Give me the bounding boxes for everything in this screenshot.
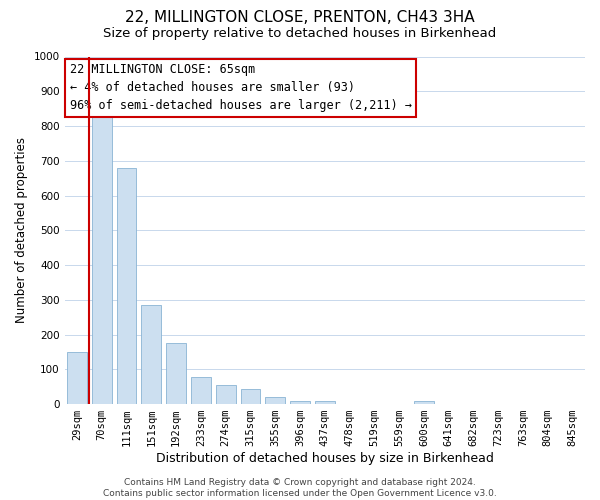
Bar — [241, 389, 260, 404]
Bar — [92, 118, 112, 404]
Bar — [414, 400, 434, 404]
Text: 22 MILLINGTON CLOSE: 65sqm
← 4% of detached houses are smaller (93)
96% of semi-: 22 MILLINGTON CLOSE: 65sqm ← 4% of detac… — [70, 64, 412, 112]
Bar — [315, 400, 335, 404]
Bar — [67, 352, 87, 404]
Y-axis label: Number of detached properties: Number of detached properties — [15, 138, 28, 324]
Text: Size of property relative to detached houses in Birkenhead: Size of property relative to detached ho… — [103, 28, 497, 40]
Text: Contains HM Land Registry data © Crown copyright and database right 2024.
Contai: Contains HM Land Registry data © Crown c… — [103, 478, 497, 498]
Bar — [216, 385, 236, 404]
Text: 22, MILLINGTON CLOSE, PRENTON, CH43 3HA: 22, MILLINGTON CLOSE, PRENTON, CH43 3HA — [125, 10, 475, 25]
Bar — [142, 305, 161, 404]
Bar — [265, 397, 285, 404]
Bar — [166, 344, 186, 404]
Bar — [191, 377, 211, 404]
Bar — [116, 168, 136, 404]
Bar — [290, 400, 310, 404]
X-axis label: Distribution of detached houses by size in Birkenhead: Distribution of detached houses by size … — [156, 452, 494, 465]
